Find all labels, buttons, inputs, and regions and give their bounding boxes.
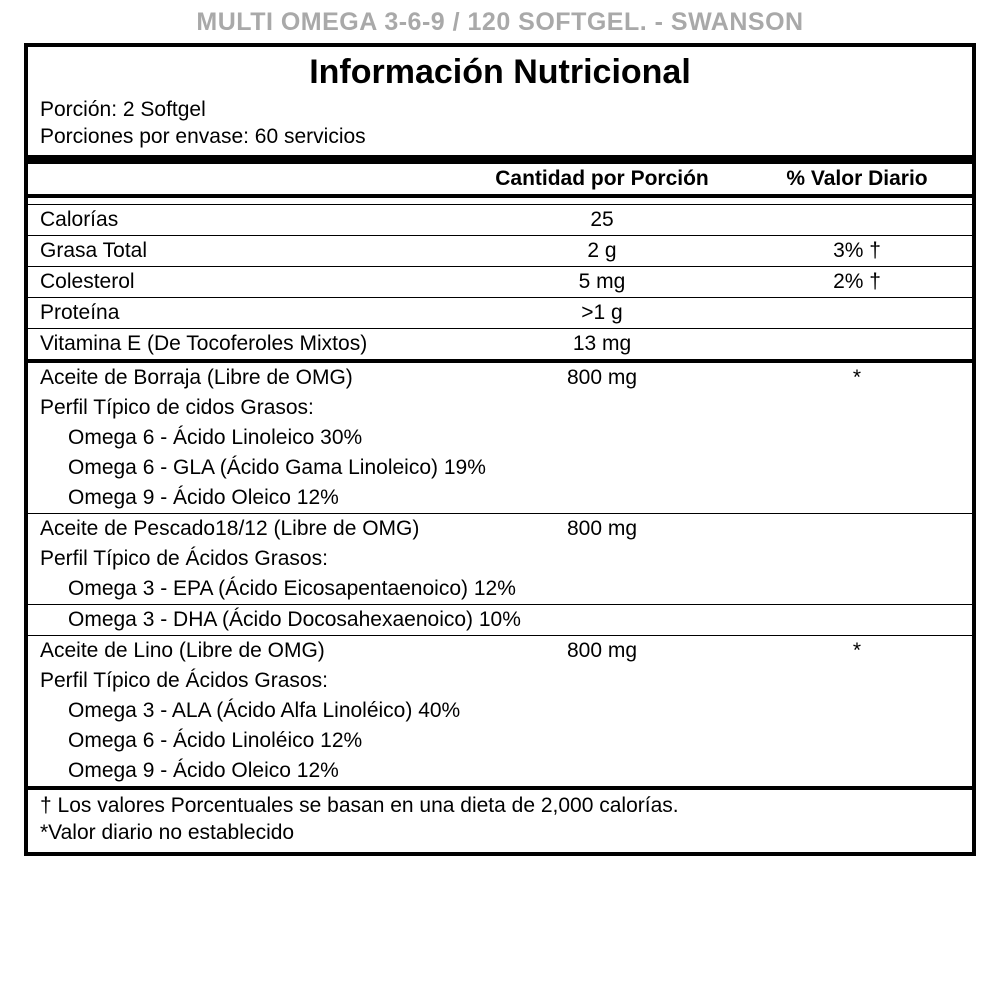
profile-line: Omega 6 - GLA (Ácido Gama Linoleico) 19% <box>28 453 972 483</box>
table-row: Omega 6 - GLA (Ácido Gama Linoleico) 19% <box>28 453 972 483</box>
nutrition-panel: Información Nutricional Porción: 2 Softg… <box>24 43 976 856</box>
table-row: Grasa Total 2 g 3% † <box>28 235 972 266</box>
table-row: Omega 3 - EPA (Ácido Eicosapentaenoico) … <box>28 574 972 605</box>
table-row: Omega 6 - Ácido Linoléico 12% <box>28 726 972 756</box>
serving-block: Porción: 2 Softgel Porciones por envase:… <box>28 96 972 156</box>
nutrient-label: Vitamina E (De Tocoferoles Mixtos) <box>28 328 462 359</box>
nutrient-label: Calorías <box>28 205 462 236</box>
oil-label: Aceite de Lino (Libre de OMG) <box>28 636 462 666</box>
profile-line: Omega 6 - Ácido Linoleico 30% <box>28 423 972 453</box>
profile-line: Omega 6 - Ácido Linoléico 12% <box>28 726 972 756</box>
fish-oil-table: Aceite de Pescado18/12 (Libre de OMG) 80… <box>28 514 972 636</box>
table-row: Aceite de Lino (Libre de OMG) 800 mg * <box>28 636 972 666</box>
oil-label: Aceite de Pescado18/12 (Libre de OMG) <box>28 514 462 544</box>
borage-oil-table: Aceite de Borraja (Libre de OMG) 800 mg … <box>28 363 972 514</box>
table-row: Proteína >1 g <box>28 297 972 328</box>
table-row: Vitamina E (De Tocoferoles Mixtos) 13 mg <box>28 328 972 359</box>
table-row: Omega 9 - Ácido Oleico 12% <box>28 756 972 786</box>
serving-size: Porción: 2 Softgel <box>40 96 960 123</box>
nutrient-label: Grasa Total <box>28 235 462 266</box>
col-amount-header: Cantidad por Porción <box>462 164 742 194</box>
table-row: Aceite de Borraja (Libre de OMG) 800 mg … <box>28 363 972 393</box>
nutrient-dv: 3% † <box>742 235 972 266</box>
profile-label: Perfil Típico de cidos Grasos: <box>28 393 972 423</box>
table-row: Omega 3 - ALA (Ácido Alfa Linoléico) 40% <box>28 696 972 726</box>
rule-thick <box>28 156 972 164</box>
profile-line: Omega 3 - DHA (Ácido Docosahexaenoico) 1… <box>28 604 972 635</box>
table-row: Perfil Típico de cidos Grasos: <box>28 393 972 423</box>
oil-amount: 800 mg <box>462 363 742 393</box>
profile-line: Omega 9 - Ácido Oleico 12% <box>28 756 972 786</box>
oil-dv <box>742 514 972 544</box>
product-title: MULTI OMEGA 3-6-9 / 120 SOFTGEL. - SWANS… <box>24 8 976 37</box>
profile-line: Omega 3 - EPA (Ácido Eicosapentaenoico) … <box>28 574 972 605</box>
header-table: Cantidad por Porción % Valor Diario <box>28 164 972 194</box>
nutrient-label: Colesterol <box>28 266 462 297</box>
oil-dv: * <box>742 636 972 666</box>
nutrient-amount: 2 g <box>462 235 742 266</box>
profile-line: Omega 3 - ALA (Ácido Alfa Linoléico) 40% <box>28 696 972 726</box>
oil-amount: 800 mg <box>462 636 742 666</box>
profile-label: Perfil Típico de Ácidos Grasos: <box>28 666 972 696</box>
oil-dv: * <box>742 363 972 393</box>
nutrient-label: Proteína <box>28 297 462 328</box>
footnote-star: *Valor diario no establecido <box>40 819 960 846</box>
table-row: Calorías 25 <box>28 205 972 236</box>
table-row: Omega 9 - Ácido Oleico 12% <box>28 483 972 514</box>
nutrient-dv <box>742 297 972 328</box>
profile-label: Perfil Típico de Ácidos Grasos: <box>28 544 972 574</box>
nutrient-amount: 13 mg <box>462 328 742 359</box>
flax-oil-table: Aceite de Lino (Libre de OMG) 800 mg * P… <box>28 636 972 786</box>
table-row: Aceite de Pescado18/12 (Libre de OMG) 80… <box>28 514 972 544</box>
nutrient-dv <box>742 328 972 359</box>
nutrient-amount: 5 mg <box>462 266 742 297</box>
table-row: Perfil Típico de Ácidos Grasos: <box>28 544 972 574</box>
profile-line: Omega 9 - Ácido Oleico 12% <box>28 483 972 514</box>
table-row: Colesterol 5 mg 2% † <box>28 266 972 297</box>
nutrient-amount: >1 g <box>462 297 742 328</box>
footnote-dagger: † Los valores Porcentuales se basan en u… <box>40 792 960 819</box>
basic-nutrients-table: Calorías 25 Grasa Total 2 g 3% † Coleste… <box>28 205 972 359</box>
oil-label: Aceite de Borraja (Libre de OMG) <box>28 363 462 393</box>
panel-title: Información Nutricional <box>28 47 972 96</box>
nutrient-dv <box>742 205 972 236</box>
table-row: Omega 3 - DHA (Ácido Docosahexaenoico) 1… <box>28 604 972 635</box>
table-row: Perfil Típico de Ácidos Grasos: <box>28 666 972 696</box>
nutrient-amount: 25 <box>462 205 742 236</box>
oil-amount: 800 mg <box>462 514 742 544</box>
footnotes: † Los valores Porcentuales se basan en u… <box>28 790 972 853</box>
table-row: Omega 6 - Ácido Linoleico 30% <box>28 423 972 453</box>
col-dv-header: % Valor Diario <box>742 164 972 194</box>
servings-per-container: Porciones por envase: 60 servicios <box>40 123 960 150</box>
nutrient-dv: 2% † <box>742 266 972 297</box>
